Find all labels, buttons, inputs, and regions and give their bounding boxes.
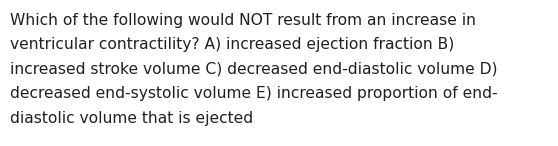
Text: Which of the following would NOT result from an increase in: Which of the following would NOT result … [10, 13, 476, 28]
Text: decreased end-systolic volume E) increased proportion of end-: decreased end-systolic volume E) increas… [10, 86, 498, 101]
Text: diastolic volume that is ejected: diastolic volume that is ejected [10, 111, 253, 126]
Text: increased stroke volume C) decreased end-diastolic volume D): increased stroke volume C) decreased end… [10, 62, 498, 77]
Text: ventricular contractility? A) increased ejection fraction B): ventricular contractility? A) increased … [10, 38, 454, 53]
